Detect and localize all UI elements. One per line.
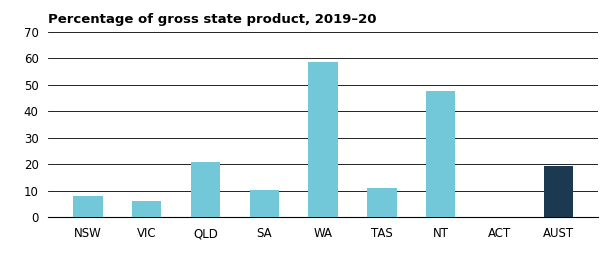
Bar (73, 196, 103, 217)
Bar (544, 166, 573, 217)
Text: Percentage of gross state product, 2019–20: Percentage of gross state product, 2019–… (48, 14, 377, 26)
Bar (191, 162, 220, 217)
Bar (426, 91, 455, 217)
Bar (132, 201, 161, 217)
Bar (309, 62, 338, 217)
Bar (249, 190, 279, 217)
Bar (367, 188, 397, 217)
